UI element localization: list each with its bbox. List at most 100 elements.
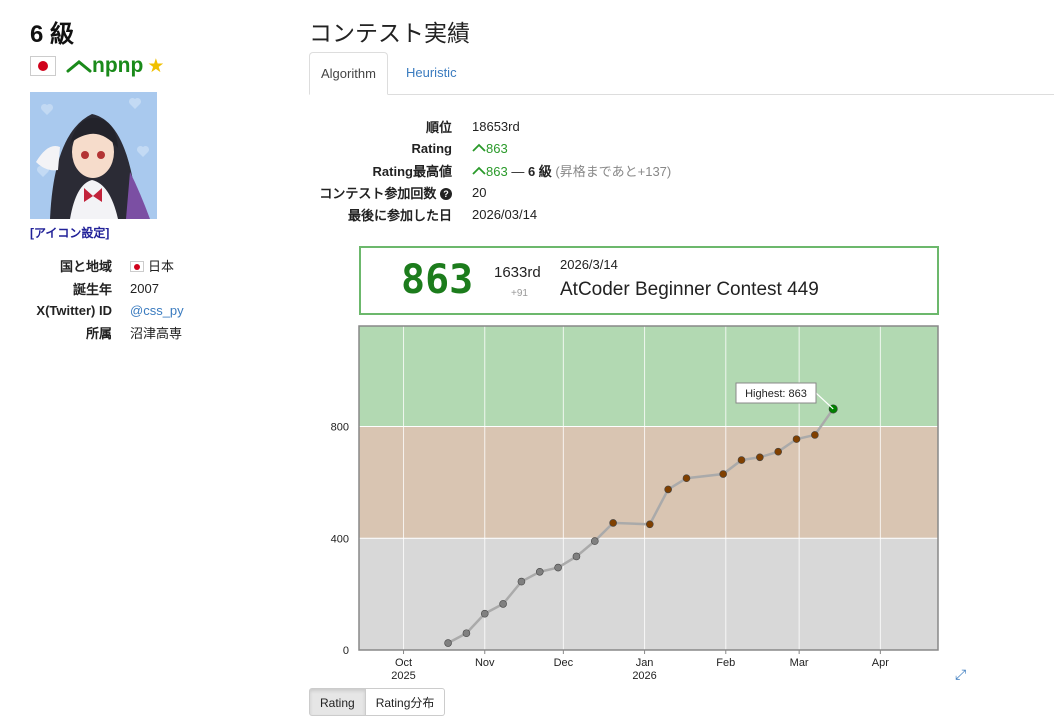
profile-row-birth: 誕生年 2007 xyxy=(20,277,280,300)
contest-card: 863 1633rd +91 2026/3/14 AtCoder Beginne… xyxy=(359,246,939,315)
field-label: 国と地域 xyxy=(59,259,112,274)
stats-row-highest: Rating最高値 863 — 6 級 (昇格まであと+137) xyxy=(300,159,672,181)
field-label: X(Twitter) ID xyxy=(36,303,112,318)
rating-band xyxy=(359,426,938,539)
profile-row-country: 国と地域 日本 xyxy=(20,254,280,277)
highest-kyu: 6 級 xyxy=(527,163,552,179)
count-label-text: コンテスト参加回数 xyxy=(319,185,437,201)
rating-point xyxy=(499,600,507,608)
rating-distribution-button[interactable]: Rating分布 xyxy=(365,688,446,716)
japan-flag-icon xyxy=(30,56,56,76)
rank-value: 18653rd xyxy=(472,118,520,134)
username-link[interactable]: npnp xyxy=(66,54,143,78)
avatar xyxy=(30,92,157,219)
rating-point xyxy=(682,474,691,483)
card-rank: 1633rd xyxy=(494,264,541,281)
star-icon: ★ xyxy=(147,55,165,77)
profile-row-affiliation: 所属 沼津高専 xyxy=(20,321,280,344)
rating-crown-icon xyxy=(472,143,486,152)
last-label: 最後に参加した日 xyxy=(347,207,452,223)
icon-settings-link[interactable]: [アイコン設定] xyxy=(30,226,110,240)
rating-crown-icon xyxy=(66,60,92,73)
field-value: 2007 xyxy=(130,281,159,296)
expand-icon[interactable]: ⤢ xyxy=(955,666,967,682)
tab-algorithm[interactable]: Algorithm xyxy=(309,52,388,95)
user-kyu: 6 級 xyxy=(30,21,75,48)
rating-label: Rating xyxy=(411,140,452,156)
x-tick-label: Mar xyxy=(790,657,809,669)
x-tick-label: Apr xyxy=(872,657,889,669)
profile-row-twitter: X(Twitter) ID @css_py xyxy=(20,300,280,321)
rating-point xyxy=(664,485,672,494)
rating-point xyxy=(444,639,452,647)
page-title: コンテスト実績 xyxy=(309,20,470,46)
rating-point xyxy=(590,537,599,545)
highest-separator: — xyxy=(511,163,525,179)
chart-mode-buttons: Rating Rating分布 xyxy=(309,688,446,716)
profile-table: 国と地域 日本 誕生年 2007 X(Twitter) ID @css_py 所… xyxy=(20,254,280,344)
rating-point xyxy=(554,563,562,572)
rating-band xyxy=(359,326,938,427)
x-tick-label: Nov xyxy=(475,657,495,669)
highest-value: 863 — 6 級 (昇格まであと+137) xyxy=(472,159,671,181)
x-tick-year-label: 2026 xyxy=(632,670,656,682)
highest-number: 863 xyxy=(486,163,508,179)
contest-tabs: Algorithm Heuristic xyxy=(309,52,1054,95)
stats-row-last: 最後に参加した日 2026/03/14 xyxy=(300,203,671,225)
rating-point xyxy=(517,577,526,586)
y-tick-label: 0 xyxy=(343,645,349,657)
rating-point xyxy=(792,435,801,443)
plot-border xyxy=(358,325,939,651)
rating-point xyxy=(535,567,544,576)
rating-point xyxy=(646,520,654,529)
country-value[interactable]: 日本 xyxy=(148,259,175,274)
rating-number: 863 xyxy=(486,140,508,156)
field-label: 所属 xyxy=(85,326,112,341)
annotation-label: Highest: 863 xyxy=(745,388,807,400)
stats-table: 順位 18653rd Rating 863 Rating最高値 863 — 6 … xyxy=(300,115,671,225)
rating-point xyxy=(572,552,581,561)
field-value-country: 日本 xyxy=(130,254,280,277)
x-tick-label: Oct xyxy=(395,657,412,669)
x-tick-label: Feb xyxy=(716,657,735,669)
rating-point xyxy=(462,629,471,638)
rating-point xyxy=(756,453,764,462)
promotion-note: (昇格まであと+137) xyxy=(555,163,672,179)
rating-point xyxy=(480,609,489,618)
twitter-link[interactable]: @css_py xyxy=(130,303,184,318)
rating-point xyxy=(609,519,617,527)
rating-crown-icon xyxy=(472,166,486,175)
field-label: 誕生年 xyxy=(72,282,112,297)
card-contest-link[interactable]: AtCoder Beginner Contest 449 xyxy=(560,279,819,300)
x-tick-label: Jan xyxy=(636,657,654,669)
username: npnp xyxy=(92,54,144,77)
japan-flag-icon xyxy=(130,261,144,272)
tab-heuristic[interactable]: Heuristic xyxy=(406,65,457,80)
stats-row-rank: 順位 18653rd xyxy=(300,115,671,137)
rating-point xyxy=(737,456,746,464)
x-tick-label: Dec xyxy=(554,657,574,669)
x-tick-year-label: 2025 xyxy=(391,670,415,682)
field-value: 沼津高専 xyxy=(130,326,183,341)
card-rating: 863 xyxy=(401,257,474,303)
rating-button[interactable]: Rating xyxy=(309,688,366,716)
last-value: 2026/03/14 xyxy=(472,206,538,222)
rating-point xyxy=(774,447,782,456)
annotation-box xyxy=(735,382,817,404)
stats-row-rating: Rating 863 xyxy=(300,137,671,159)
help-icon[interactable]: ? xyxy=(440,187,452,200)
highest-label: Rating最高値 xyxy=(372,163,452,179)
rating-point xyxy=(719,470,727,478)
annotation-connector xyxy=(815,392,834,410)
stats-row-count: コンテスト参加回数 ? 20 xyxy=(300,181,671,203)
rating-band xyxy=(359,538,938,650)
rank-label: 順位 xyxy=(425,119,452,135)
count-value: 20 xyxy=(472,184,487,200)
rating-point xyxy=(811,431,819,439)
card-diff: +91 xyxy=(511,288,528,299)
y-tick-label: 800 xyxy=(331,422,349,434)
card-date: 2026/3/14 xyxy=(560,257,618,272)
count-label: コンテスト参加回数 ? xyxy=(300,181,472,203)
user-name-row: npnp ★ xyxy=(30,53,164,79)
